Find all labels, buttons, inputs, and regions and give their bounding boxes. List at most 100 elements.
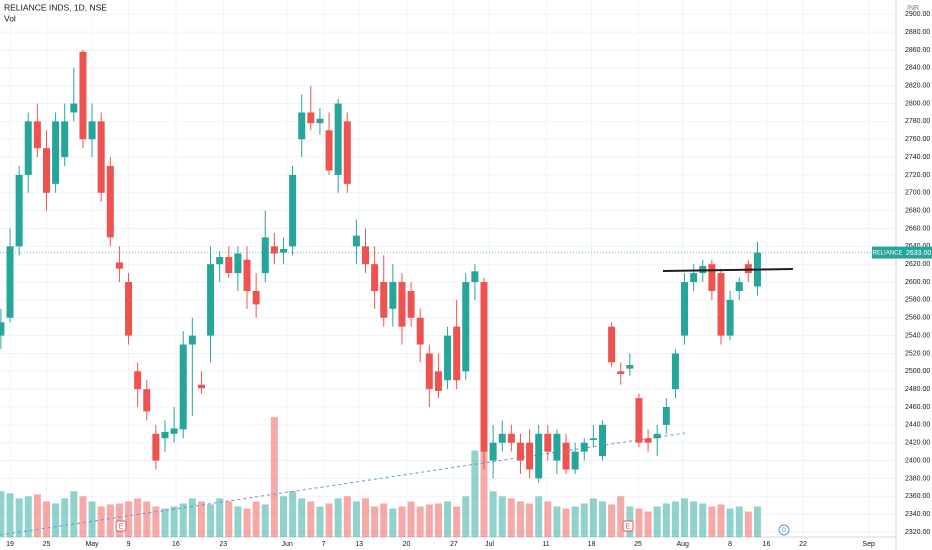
volume-bar xyxy=(571,506,579,537)
volume-bar xyxy=(526,503,534,537)
candle-body xyxy=(79,51,87,140)
volume-bar xyxy=(398,506,406,537)
earnings-icon[interactable] xyxy=(622,520,634,532)
trend-line xyxy=(0,432,686,536)
volume-bar xyxy=(70,491,78,537)
y-tick-label: 2720.00 xyxy=(905,172,930,179)
volume-bar xyxy=(279,496,287,537)
candle-body xyxy=(434,371,442,391)
candle-body xyxy=(553,433,561,461)
volume-bar xyxy=(88,501,96,537)
volume-bar xyxy=(744,511,752,537)
candle-body xyxy=(33,121,41,149)
candle-body xyxy=(735,282,743,291)
y-tick-label: 2600.00 xyxy=(905,279,930,286)
volume-bar xyxy=(708,506,716,537)
candle-body xyxy=(544,433,552,452)
candle-body xyxy=(261,237,269,274)
volume-bar xyxy=(507,498,515,537)
volume-bar xyxy=(97,506,105,537)
y-tick-label: 2460.00 xyxy=(905,404,930,411)
volume-bar xyxy=(598,501,606,537)
candle-body xyxy=(626,365,634,369)
volume-bar xyxy=(352,501,360,537)
volume-bar xyxy=(471,450,479,537)
volume-bar xyxy=(480,445,488,537)
y-tick-label: 2880.00 xyxy=(905,29,930,36)
candle-body xyxy=(325,130,333,171)
volume-bar xyxy=(644,511,652,537)
volume-bar xyxy=(617,496,625,537)
x-tick-label: 16 xyxy=(763,541,771,548)
candle-body xyxy=(15,174,23,247)
candle-body xyxy=(407,290,415,318)
volume-bar xyxy=(562,508,570,537)
candle-body xyxy=(234,253,242,274)
candle-body xyxy=(42,148,50,193)
volume-bar xyxy=(671,501,679,537)
earnings-marker[interactable]: E xyxy=(626,523,631,530)
volume-bar xyxy=(152,506,160,537)
volume-bar xyxy=(462,496,470,537)
x-tick-label: 11 xyxy=(542,541,549,548)
volume-bar xyxy=(681,498,689,537)
volume-bar xyxy=(307,501,315,537)
x-tick-label: 7 xyxy=(322,541,326,548)
y-tick-label: 2480.00 xyxy=(905,386,930,393)
candle-body xyxy=(662,407,670,425)
candle-body xyxy=(744,264,752,274)
y-tick-label: 2780.00 xyxy=(905,118,930,125)
volume-bar xyxy=(316,506,324,537)
x-tick-label: 27 xyxy=(450,541,458,548)
candle-body xyxy=(161,432,169,439)
candle-body xyxy=(453,326,461,381)
volume-bar xyxy=(416,506,424,537)
price-tag xyxy=(903,246,932,259)
candle-body xyxy=(115,262,123,269)
volume-bar xyxy=(371,506,379,537)
y-tick-label: 2540.00 xyxy=(905,332,930,339)
candle-body xyxy=(416,317,424,345)
volume-bar xyxy=(453,506,461,537)
candle-body xyxy=(270,246,278,254)
volume-bar xyxy=(115,503,123,537)
volume-bar xyxy=(726,508,734,537)
volume-bar xyxy=(343,496,351,537)
candle-body xyxy=(708,264,716,291)
x-tick-label: 19 xyxy=(6,541,14,548)
earnings-icon[interactable] xyxy=(115,520,127,532)
y-tick-label: 2800.00 xyxy=(905,100,930,107)
dividend-icon[interactable] xyxy=(778,524,790,536)
candle-body xyxy=(726,299,734,336)
volume-bar xyxy=(179,503,187,537)
x-tick-label: 18 xyxy=(588,541,596,548)
volume-bar xyxy=(753,506,761,537)
candle-body xyxy=(243,259,251,291)
volume-bar xyxy=(608,504,616,537)
candle-body xyxy=(617,371,625,374)
candle-body xyxy=(589,438,597,441)
y-tick-label: 2320.00 xyxy=(905,529,930,536)
candle-body xyxy=(143,389,151,412)
candle-body xyxy=(106,166,114,238)
candle-body xyxy=(462,282,470,372)
y-tick-label: 2340.00 xyxy=(905,511,930,518)
y-tick-label: 2900.00 xyxy=(905,11,930,18)
volume-bar xyxy=(216,498,224,537)
candle-body xyxy=(717,273,725,336)
volume-bar xyxy=(544,501,552,537)
candle-body xyxy=(70,103,78,113)
candle-body xyxy=(398,282,406,327)
volume-bar xyxy=(489,491,497,537)
y-tick-label: 2520.00 xyxy=(905,350,930,357)
y-tick-label: 2760.00 xyxy=(905,136,930,143)
y-tick-label: 2500.00 xyxy=(905,368,930,375)
volume-bar xyxy=(635,508,643,537)
dividend-marker[interactable]: D xyxy=(782,528,787,534)
volume-bar xyxy=(188,498,196,537)
volume-bar xyxy=(207,504,215,537)
earnings-marker[interactable]: E xyxy=(119,523,124,530)
candle-body xyxy=(125,282,133,336)
candle-body xyxy=(52,121,60,184)
candle-body xyxy=(170,428,178,434)
